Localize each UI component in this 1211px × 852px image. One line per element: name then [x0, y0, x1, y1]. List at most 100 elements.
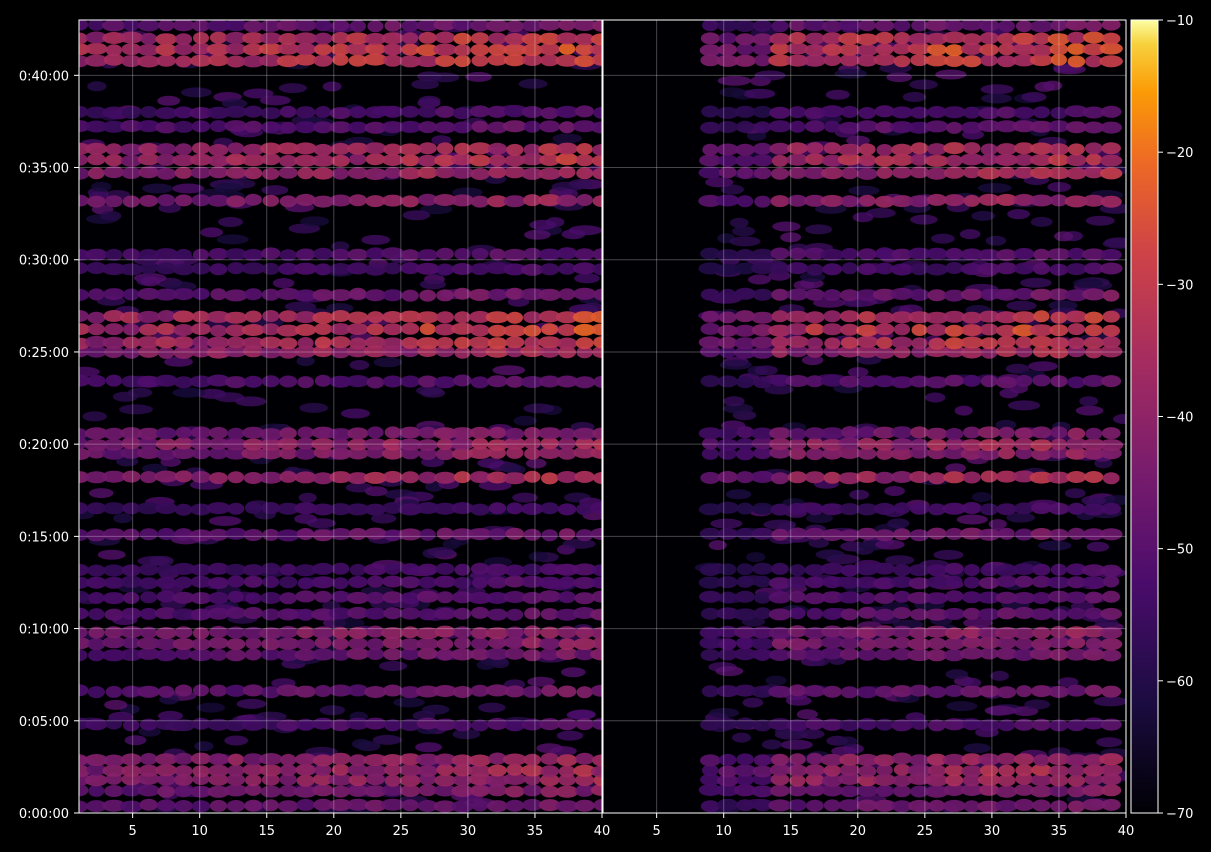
heatmap-cell: [121, 753, 142, 766]
heatmap-cell: [139, 528, 158, 541]
heatmap-cell: [702, 20, 719, 32]
heatmap-cell: [751, 324, 774, 337]
heatmap-cell: [137, 120, 161, 133]
heatmap-cell: [488, 528, 507, 541]
heatmap-cell: [734, 105, 756, 118]
heatmap-cell: [700, 471, 721, 484]
heatmap-cell: [1015, 447, 1033, 460]
heatmap-cell: [189, 649, 213, 662]
heatmap-cell: [593, 799, 602, 811]
heatmap-cell: [454, 142, 471, 155]
heatmap-cell: [736, 575, 754, 588]
heatmap-cell: [1084, 142, 1103, 155]
heatmap-cell: [138, 166, 160, 179]
heatmap-cell: [155, 438, 177, 451]
heatmap-cell: [910, 785, 929, 798]
heatmap-cell: [1083, 754, 1105, 766]
heatmap-cell: [259, 627, 283, 640]
heatmap-cell: [209, 799, 228, 812]
heatmap-cell: [523, 324, 542, 337]
heatmap-cell: [226, 773, 246, 786]
heatmap-cell: [451, 800, 474, 813]
heatmap-cell: [839, 503, 860, 516]
heatmap-cell: [876, 447, 894, 460]
heatmap-cell: [538, 143, 562, 156]
heatmap-cell: [347, 262, 369, 275]
panel-left-marks: [79, 20, 602, 813]
heatmap-cell: [1100, 607, 1123, 620]
heatmap-cell: [575, 105, 595, 118]
heatmap-cell: [1050, 563, 1067, 576]
heatmap-cell: [557, 337, 578, 350]
heatmap-cell: [821, 323, 843, 336]
heatmap-cell: [191, 142, 211, 155]
heatmap-cell: [245, 637, 262, 650]
heatmap-cell: [539, 43, 561, 56]
heatmap-cell: [314, 636, 332, 649]
heatmap-cell: [722, 403, 754, 414]
heatmap-cell: [902, 92, 927, 102]
heatmap-cell: [191, 471, 211, 483]
heatmap-cell: [311, 576, 335, 589]
heatmap-cell: [1082, 503, 1106, 516]
heatmap-cell: [520, 153, 545, 166]
heatmap-cell: [524, 773, 541, 786]
heatmap-cell: [715, 666, 744, 677]
heatmap-cell: [698, 784, 722, 796]
heatmap-cell: [719, 591, 736, 604]
heatmap-cell: [555, 785, 579, 798]
heatmap-cell: [102, 636, 126, 649]
panel-left-x-axis: 5 10 15 20 25 30 35 40: [129, 813, 610, 839]
heatmap-cell: [418, 576, 438, 589]
heatmap-cell: [700, 718, 721, 731]
heatmap-cell: [158, 685, 175, 698]
heatmap-cell: [189, 437, 213, 450]
heatmap-cell: [513, 415, 537, 426]
heatmap-cell: [1014, 153, 1034, 166]
heatmap-cell: [1083, 166, 1104, 179]
heatmap-cell: [520, 575, 545, 588]
heatmap-cell: [961, 311, 982, 324]
heatmap-cell: [487, 784, 508, 797]
heatmap-cell: [504, 154, 526, 167]
heatmap-cell: [1048, 636, 1070, 649]
heatmap-cell: [454, 311, 471, 324]
heatmap-cell: [1048, 590, 1070, 603]
heatmap-cell: [1067, 764, 1085, 777]
heatmap-cell: [191, 262, 211, 275]
heatmap-cell: [1067, 376, 1086, 389]
heatmap-cell: [417, 800, 438, 812]
heatmap-cell: [79, 310, 89, 322]
heatmap-cell: [158, 346, 175, 359]
heatmap-cell: [79, 607, 89, 620]
heatmap-cell: [874, 562, 895, 575]
heatmap-cell: [124, 735, 147, 746]
heatmap-cell: [1075, 405, 1104, 416]
heatmap-cell: [314, 590, 332, 603]
heatmap-cell: [558, 576, 576, 589]
heatmap-cell: [381, 247, 405, 260]
heatmap-cell: [434, 575, 457, 588]
heatmap-cell: [785, 323, 810, 336]
x-tick-label: 35: [527, 824, 544, 839]
heatmap-cell: [1102, 310, 1120, 323]
heatmap-cell: [259, 428, 283, 441]
heatmap-cell: [736, 43, 754, 56]
heatmap-cell: [824, 337, 841, 350]
heatmap-cell: [856, 527, 878, 540]
heatmap-cell: [718, 154, 738, 167]
heatmap-cell: [821, 718, 844, 731]
x-tick-label: 35: [1051, 824, 1068, 839]
heatmap-cell: [753, 799, 772, 812]
heatmap-cell: [398, 528, 423, 541]
heatmap-cell: [846, 135, 870, 146]
heatmap-cell: [928, 337, 946, 350]
heatmap-cell: [87, 195, 106, 208]
heatmap-cell: [566, 710, 596, 720]
heatmap-cell: [754, 575, 771, 588]
heatmap-cell: [451, 153, 474, 166]
heatmap-cell: [86, 800, 107, 813]
heatmap-cell: [720, 184, 744, 195]
heatmap-cell: [856, 324, 879, 337]
heatmap-cell: [753, 447, 772, 460]
